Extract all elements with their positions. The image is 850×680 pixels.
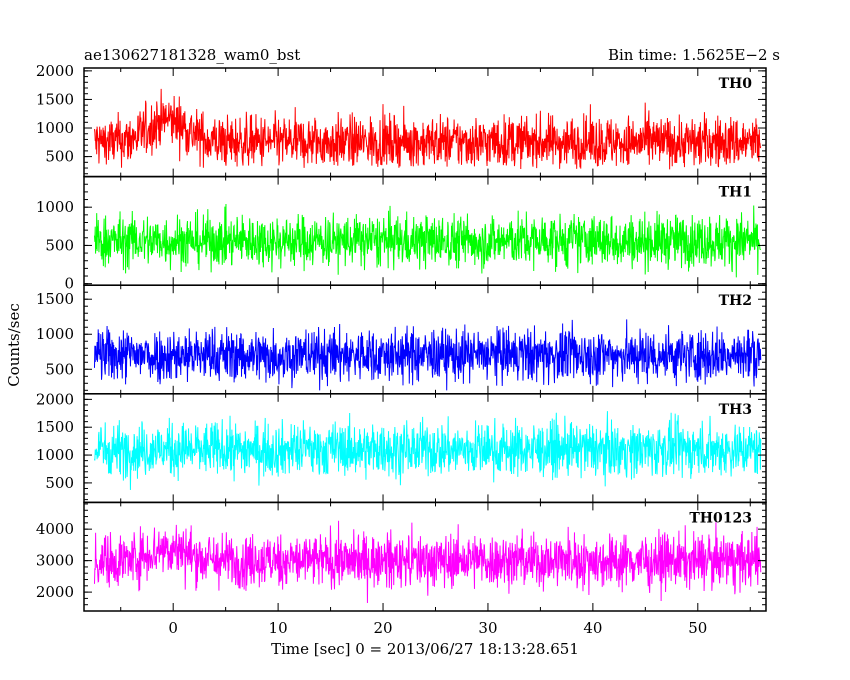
panel-name-label: TH0 (719, 76, 753, 92)
series-th3 (94, 411, 762, 490)
x-axis: 0 10 20 30 40 50 (168, 619, 707, 637)
panel-th0123: 2000 3000 4000 TH0123 (36, 501, 767, 612)
x-tick-label: 40 (583, 619, 602, 637)
y-tick-label: 2000 (36, 583, 74, 601)
series-th1 (93, 203, 762, 278)
y-tick-label: 500 (45, 360, 74, 378)
panel-name-label: TH0123 (689, 510, 752, 526)
x-tick-label: 50 (688, 619, 707, 637)
panels-group: 500 1000 1500 2000 TH0 0 500 1000 TH1 500 1000 1500… (36, 62, 767, 612)
y-tick-label: 500 (45, 148, 74, 166)
x-tick-label: 20 (373, 619, 392, 637)
y-tick-label: 0 (64, 275, 74, 293)
x-tick-label: 30 (478, 619, 497, 637)
y-tick-label: 4000 (36, 520, 74, 538)
bin-time-label: Bin time: 1.5625E−2 s (608, 46, 780, 64)
series-th0123 (93, 520, 762, 603)
panel-name-label: TH1 (719, 185, 752, 201)
y-tick-label: 500 (45, 236, 74, 254)
x-tick-label: 0 (168, 619, 178, 637)
panel-th3: 500 1000 1500 2000 TH3 (36, 390, 767, 504)
y-tick-label: 1000 (36, 119, 74, 137)
chart-title: ae130627181328_wam0_bst (84, 46, 300, 64)
panel-th1: 0 500 1000 TH1 (36, 175, 767, 293)
y-tick-label: 1500 (36, 290, 74, 308)
panel-name-label: TH3 (719, 402, 752, 418)
y-tick-label: 1500 (36, 90, 74, 108)
panel-frame (83, 67, 767, 178)
y-tick-label: 3000 (36, 552, 74, 570)
y-tick-label: 1000 (36, 325, 74, 343)
y-tick-label: 2000 (36, 390, 74, 408)
x-axis-title: Time [sec] 0 = 2013/06/27 18:13:28.651 (271, 640, 579, 658)
y-tick-label: 1500 (36, 418, 74, 436)
panel-th0: 500 1000 1500 2000 TH0 (36, 62, 767, 178)
panel-name-label: TH2 (719, 293, 752, 309)
y-tick-label: 2000 (36, 62, 74, 80)
y-tick-label: 1000 (36, 198, 74, 216)
y-tick-label: 1000 (36, 446, 74, 464)
y-axis-title: Counts/sec (5, 303, 23, 387)
series-th2 (93, 319, 762, 391)
panel-th2: 500 1000 1500 TH2 (36, 284, 767, 395)
panel-frame (83, 501, 767, 612)
y-tick-label: 500 (45, 474, 74, 492)
x-tick-label: 10 (269, 619, 288, 637)
series-th0 (93, 88, 762, 170)
